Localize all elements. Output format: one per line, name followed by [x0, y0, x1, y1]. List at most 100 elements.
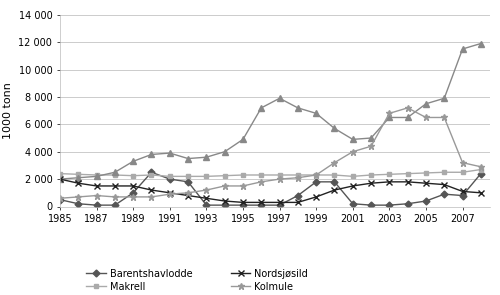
Kolmule — [295, 176, 301, 179]
Kolmule — [94, 194, 100, 197]
Norsk vårgytende sild — [204, 155, 210, 159]
Norsk vårgytende sild — [460, 47, 466, 51]
Barentshavlodde — [350, 202, 356, 206]
Makrell — [423, 171, 429, 175]
Kolmule — [276, 177, 282, 181]
Norsk vårgytende sild — [386, 116, 392, 119]
Kolmule — [460, 161, 466, 164]
Norsk vårgytende sild — [130, 160, 136, 163]
Makrell — [112, 173, 118, 177]
Makrell — [332, 173, 338, 177]
Norsk vårgytende sild — [423, 102, 429, 106]
Makrell — [167, 175, 173, 178]
Nordsjøsild — [258, 201, 264, 204]
Barentshavlodde — [460, 194, 466, 197]
Barentshavlodde — [112, 203, 118, 207]
Nordsjøsild — [332, 188, 338, 192]
Makrell — [386, 173, 392, 176]
Norsk vårgytende sild — [112, 171, 118, 174]
Barentshavlodde — [442, 192, 448, 196]
Line: Kolmule: Kolmule — [56, 104, 484, 202]
Barentshavlodde — [204, 203, 210, 207]
Kolmule — [313, 173, 319, 177]
Norsk vårgytende sild — [167, 151, 173, 155]
Norsk vårgytende sild — [94, 175, 100, 178]
Norsk vårgytende sild — [332, 127, 338, 130]
Nordsjøsild — [368, 181, 374, 185]
Barentshavlodde — [276, 203, 282, 207]
Barentshavlodde — [76, 202, 82, 206]
Nordsjøsild — [386, 180, 392, 183]
Y-axis label: 1000 tonn: 1000 tonn — [3, 82, 13, 139]
Barentshavlodde — [148, 171, 154, 174]
Barentshavlodde — [423, 199, 429, 203]
Norsk vårgytende sild — [442, 96, 448, 100]
Barentshavlodde — [478, 172, 484, 176]
Barentshavlodde — [130, 191, 136, 195]
Legend: Barentshavlodde, Makrell, Norsk vårgytende sild, Nordsjøsild, Kolmule: Barentshavlodde, Makrell, Norsk vårgyten… — [86, 269, 308, 295]
Makrell — [94, 173, 100, 177]
Norsk vårgytende sild — [313, 112, 319, 115]
Kolmule — [423, 116, 429, 119]
Nordsjøsild — [478, 191, 484, 195]
Kolmule — [167, 192, 173, 196]
Makrell — [204, 175, 210, 178]
Barentshavlodde — [185, 180, 191, 183]
Makrell — [313, 173, 319, 177]
Barentshavlodde — [167, 177, 173, 181]
Kolmule — [204, 188, 210, 192]
Kolmule — [442, 116, 448, 119]
Norsk vårgytende sild — [57, 177, 63, 181]
Nordsjøsild — [130, 184, 136, 188]
Makrell — [368, 173, 374, 177]
Barentshavlodde — [222, 203, 228, 207]
Barentshavlodde — [57, 198, 63, 201]
Barentshavlodde — [94, 203, 100, 207]
Barentshavlodde — [404, 202, 410, 206]
Nordsjøsild — [76, 181, 82, 185]
Makrell — [130, 174, 136, 178]
Nordsjøsild — [404, 180, 410, 183]
Nordsjøsild — [276, 201, 282, 204]
Barentshavlodde — [240, 203, 246, 207]
Norsk vårgytende sild — [222, 150, 228, 153]
Nordsjøsild — [185, 194, 191, 197]
Norsk vårgytende sild — [240, 137, 246, 141]
Norsk vårgytende sild — [258, 106, 264, 110]
Norsk vårgytende sild — [295, 106, 301, 110]
Makrell — [295, 173, 301, 177]
Makrell — [57, 172, 63, 176]
Nordsjøsild — [222, 199, 228, 203]
Norsk vårgytende sild — [185, 157, 191, 160]
Nordsjøsild — [313, 195, 319, 199]
Line: Norsk vårgytende sild: Norsk vårgytende sild — [57, 40, 484, 182]
Nordsjøsild — [167, 191, 173, 195]
Norsk vårgytende sild — [478, 42, 484, 45]
Makrell — [258, 173, 264, 177]
Makrell — [350, 175, 356, 178]
Kolmule — [112, 195, 118, 199]
Kolmule — [368, 145, 374, 148]
Nordsjøsild — [204, 196, 210, 200]
Makrell — [460, 171, 466, 174]
Barentshavlodde — [386, 203, 392, 207]
Nordsjøsild — [112, 184, 118, 188]
Kolmule — [130, 195, 136, 199]
Kolmule — [76, 195, 82, 199]
Nordsjøsild — [295, 201, 301, 204]
Barentshavlodde — [332, 180, 338, 183]
Barentshavlodde — [313, 180, 319, 183]
Makrell — [442, 171, 448, 174]
Kolmule — [240, 184, 246, 188]
Norsk vårgytende sild — [350, 137, 356, 141]
Kolmule — [332, 161, 338, 164]
Nordsjøsild — [350, 184, 356, 188]
Makrell — [240, 173, 246, 177]
Nordsjøsild — [94, 184, 100, 188]
Nordsjøsild — [57, 177, 63, 181]
Kolmule — [258, 180, 264, 183]
Makrell — [404, 172, 410, 176]
Barentshavlodde — [258, 203, 264, 207]
Barentshavlodde — [295, 194, 301, 197]
Norsk vårgytende sild — [76, 176, 82, 179]
